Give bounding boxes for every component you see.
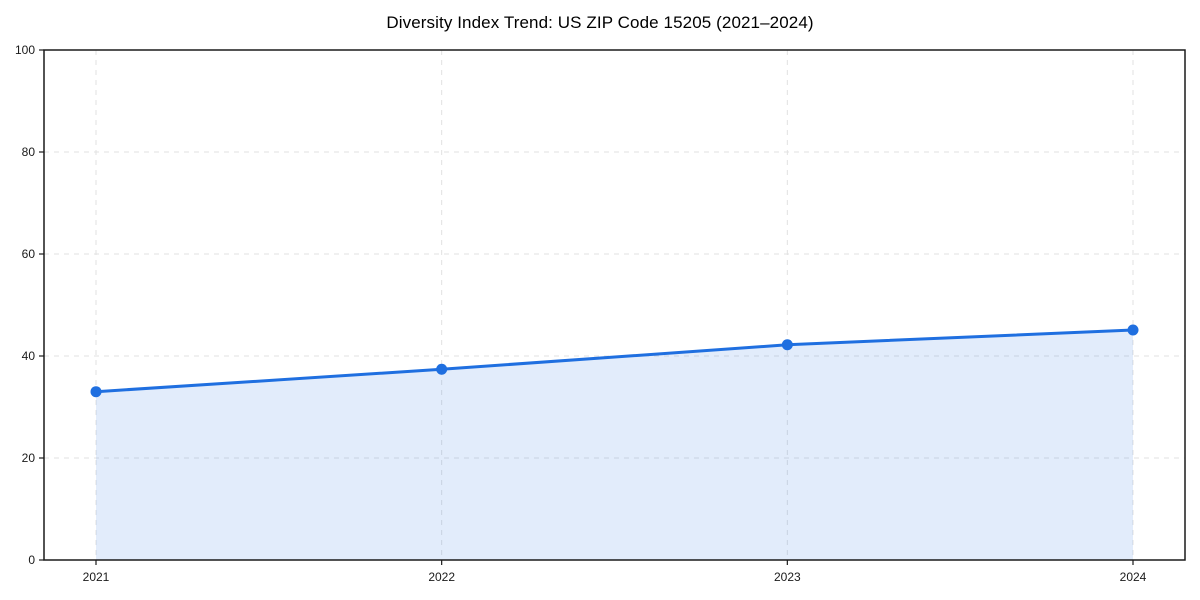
data-point-marker [90, 386, 102, 398]
x-axis-tick-label: 2024 [1120, 570, 1147, 584]
data-point-marker [781, 339, 793, 351]
chart-title: Diversity Index Trend: US ZIP Code 15205… [386, 13, 814, 32]
area-fill [96, 329, 1133, 560]
y-axis-tick-label: 100 [15, 43, 35, 57]
x-axis-tick-label: 2023 [774, 570, 801, 584]
y-axis-tick-label: 0 [28, 553, 35, 567]
y-axis-tick-label: 60 [22, 247, 36, 261]
trend-line [94, 328, 1135, 394]
data-point-marker [436, 363, 448, 375]
y-axis-tick-label: 40 [22, 349, 36, 363]
x-axis-tick-label: 2022 [428, 570, 455, 584]
data-point-marker [1127, 324, 1139, 336]
plot-frame [43, 49, 1186, 561]
y-axis-tick-label: 20 [22, 451, 36, 465]
x-axis-tick-label: 2021 [83, 570, 110, 584]
y-axis-tick-label: 80 [22, 145, 36, 159]
